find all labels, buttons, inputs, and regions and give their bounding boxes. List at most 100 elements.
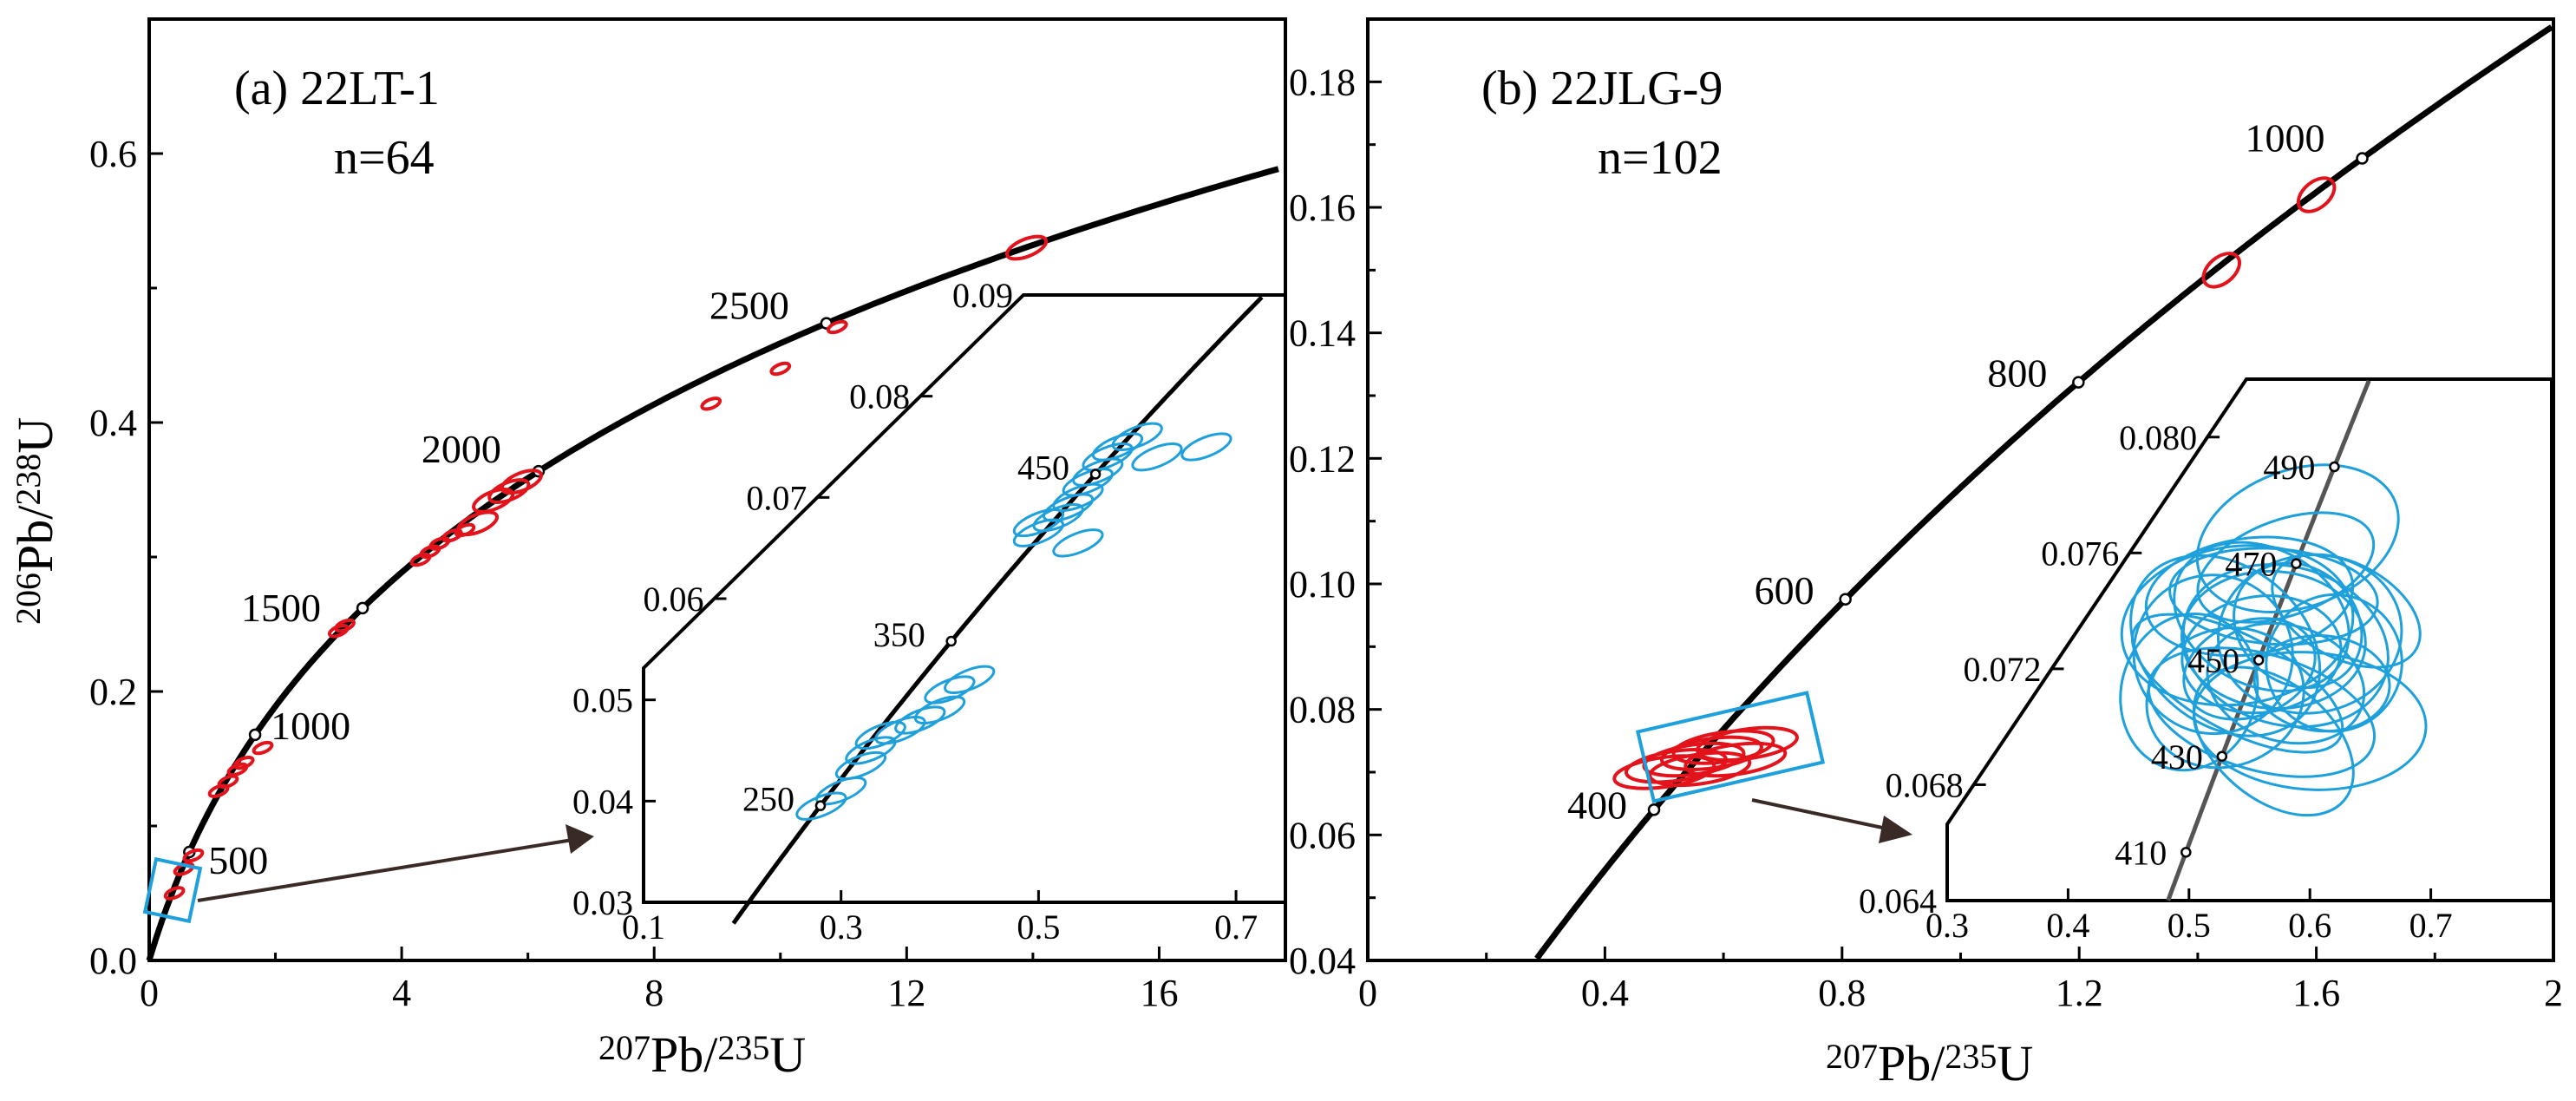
inset-x-tick-label: 0.7 — [1214, 908, 1258, 947]
red-analysis-ellipse — [163, 886, 186, 901]
b-blue-analysis-ellipse — [2144, 535, 2355, 658]
b-y-tick-label: 0.12 — [1289, 437, 1356, 480]
b-inset-age-marker — [2291, 558, 2302, 569]
panel-a-ticks: 0 4 8 12 16 0.0 0.2 0.4 0.6 — [89, 133, 1178, 1014]
blue-analysis-ellipse — [1180, 432, 1232, 462]
red-analysis-ellipse — [1005, 234, 1049, 261]
b-x-label-sup-207: 207 — [1826, 1037, 1878, 1076]
y-tick-label: 0.2 — [89, 671, 137, 713]
age-label: 2000 — [422, 427, 501, 471]
b-x-label-sup-235: 235 — [1945, 1037, 1997, 1076]
b-x-tick-label: 0.8 — [1818, 972, 1866, 1014]
b-inset-age-marker — [2329, 461, 2340, 473]
x-tick-label: 0 — [140, 972, 159, 1014]
y-tick-label: 0.0 — [89, 940, 137, 982]
panel-b-ticks: 0 0.4 0.8 1.2 1.6 2 0.04 0.06 0.08 0.10 0.12 0.14 0.… — [1289, 17, 2563, 1014]
inset-x-tick-label: 0.1 — [622, 908, 665, 947]
b-blue-analysis-ellipse — [2145, 626, 2305, 770]
panel-a-zoom-arrow — [197, 838, 573, 902]
inset-age-label: 450 — [1017, 448, 1069, 487]
b-blue-analysis-ellipse — [2206, 621, 2366, 745]
x-tick-label: 8 — [644, 972, 664, 1014]
b-y-tick-label: 0.08 — [1289, 689, 1356, 731]
b-blue-analysis-ellipse — [2180, 569, 2367, 711]
inset-y-tick-label: 0.08 — [849, 377, 910, 416]
age-label: 500 — [208, 838, 268, 882]
red-analysis-ellipse — [334, 618, 356, 633]
b-age-marker — [2356, 152, 2369, 165]
y-tick-label: 0.6 — [89, 133, 137, 175]
b-red-analysis-ellipse — [1612, 754, 1716, 790]
b-age-marker — [1839, 593, 1852, 606]
b-blue-analysis-ellipse — [2195, 463, 2400, 613]
b-age-label: 600 — [1755, 568, 1814, 613]
blue-analysis-ellipse — [1131, 442, 1183, 472]
b-x-tick-label: 2 — [2544, 972, 2563, 1014]
b-y-tick-label: 0.16 — [1289, 187, 1356, 229]
b-x-label-u: U — [1997, 1035, 2033, 1091]
b-x-label-pb: Pb/ — [1878, 1035, 1945, 1091]
b-inset-age-label: 490 — [2263, 448, 2315, 487]
panel-a-x-axis-label: 207Pb/235U — [598, 1026, 806, 1083]
panel-a-y-axis-label: 206Pb/238U — [7, 417, 63, 625]
blue-analysis-ellipse — [1072, 457, 1124, 487]
b-inset-y-tick-label: 0.068 — [1886, 765, 1964, 804]
b-inset-x-tick-label: 0.5 — [2167, 906, 2211, 945]
b-inset-x-tick-label: 0.4 — [2046, 906, 2089, 945]
b-blue-analysis-ellipse — [2120, 544, 2355, 707]
b-inset-y-tick-label: 0.080 — [2119, 418, 2197, 457]
panel-b-x-axis-label: 207Pb/235U — [1826, 1035, 2033, 1091]
b-inset-age-label: 470 — [2225, 545, 2277, 584]
b-inset-age-label: 410 — [2115, 833, 2167, 872]
inset-age-marker — [945, 635, 957, 647]
x-tick-label: 12 — [887, 972, 925, 1014]
panel-a-inset-ticks: 0.1 0.3 0.5 0.7 0.03 0.04 0.05 0.06 0.07 0.08 0.09 — [572, 276, 1258, 947]
red-analysis-ellipse — [700, 396, 722, 411]
y-label-u: U — [7, 417, 63, 454]
b-x-tick-label: 1.6 — [2292, 972, 2340, 1014]
blue-analysis-ellipse — [1012, 508, 1065, 538]
red-analysis-ellipse — [500, 469, 543, 495]
b-age-marker — [1647, 803, 1661, 816]
age-marker — [356, 601, 369, 615]
b-y-tick-label: 0.18 — [1289, 61, 1356, 103]
inset-y-tick-label: 0.06 — [643, 580, 703, 619]
panel-a-inset-frame — [642, 293, 1287, 904]
inset-age-label: 250 — [742, 780, 794, 819]
blue-analysis-ellipse — [944, 665, 996, 695]
inset-age-label: 350 — [873, 615, 925, 654]
panel-a-title: (a) 22LT-1 — [234, 62, 440, 115]
blue-analysis-ellipse — [1091, 432, 1144, 462]
b-age-label: 1000 — [2246, 116, 2325, 161]
panel-b-n-count: n=102 — [1598, 131, 1723, 185]
inset-x-tick-label: 0.5 — [1017, 908, 1060, 947]
panel-b-zoom-box — [1635, 691, 1826, 803]
b-y-tick-label: 0.04 — [1289, 940, 1356, 982]
red-analysis-ellipse — [252, 740, 274, 756]
inset-y-tick-label: 0.03 — [572, 883, 633, 922]
x-label-u: U — [769, 1026, 806, 1083]
panel-b-title: (b) 22JLG-9 — [1481, 62, 1723, 115]
panel-b: 0 0.4 0.8 1.2 1.6 2 0.04 0.06 0.08 0.10 0.12 0.14 0.… — [1289, 17, 2563, 1091]
b-blue-analysis-ellipse — [2271, 553, 2422, 669]
b-blue-analysis-ellipse — [2119, 613, 2259, 772]
blue-analysis-ellipse — [815, 776, 867, 806]
b-age-marker — [2072, 376, 2085, 389]
blue-analysis-ellipse — [1042, 493, 1095, 522]
x-label-sup-235: 235 — [717, 1028, 769, 1067]
red-analysis-ellipse — [826, 319, 848, 335]
red-analysis-ellipse — [455, 510, 500, 537]
red-analysis-ellipse — [232, 755, 255, 770]
inset-age-marker — [814, 800, 827, 811]
panel-b-inset-age-markers: 410 430 450 470 490 — [2115, 448, 2340, 872]
age-label: 2500 — [709, 284, 789, 328]
b-inset-age-marker — [2216, 750, 2228, 763]
b-red-analysis-ellipse — [1695, 725, 1799, 763]
b-inset-y-tick-label: 0.072 — [1963, 650, 2041, 689]
b-y-tick-label: 0.10 — [1289, 563, 1356, 606]
blue-analysis-ellipse — [1052, 482, 1104, 513]
x-tick-label: 4 — [392, 972, 411, 1014]
y-label-sup-238: 238 — [9, 454, 48, 506]
panel-a-n-count: n=64 — [334, 131, 435, 185]
